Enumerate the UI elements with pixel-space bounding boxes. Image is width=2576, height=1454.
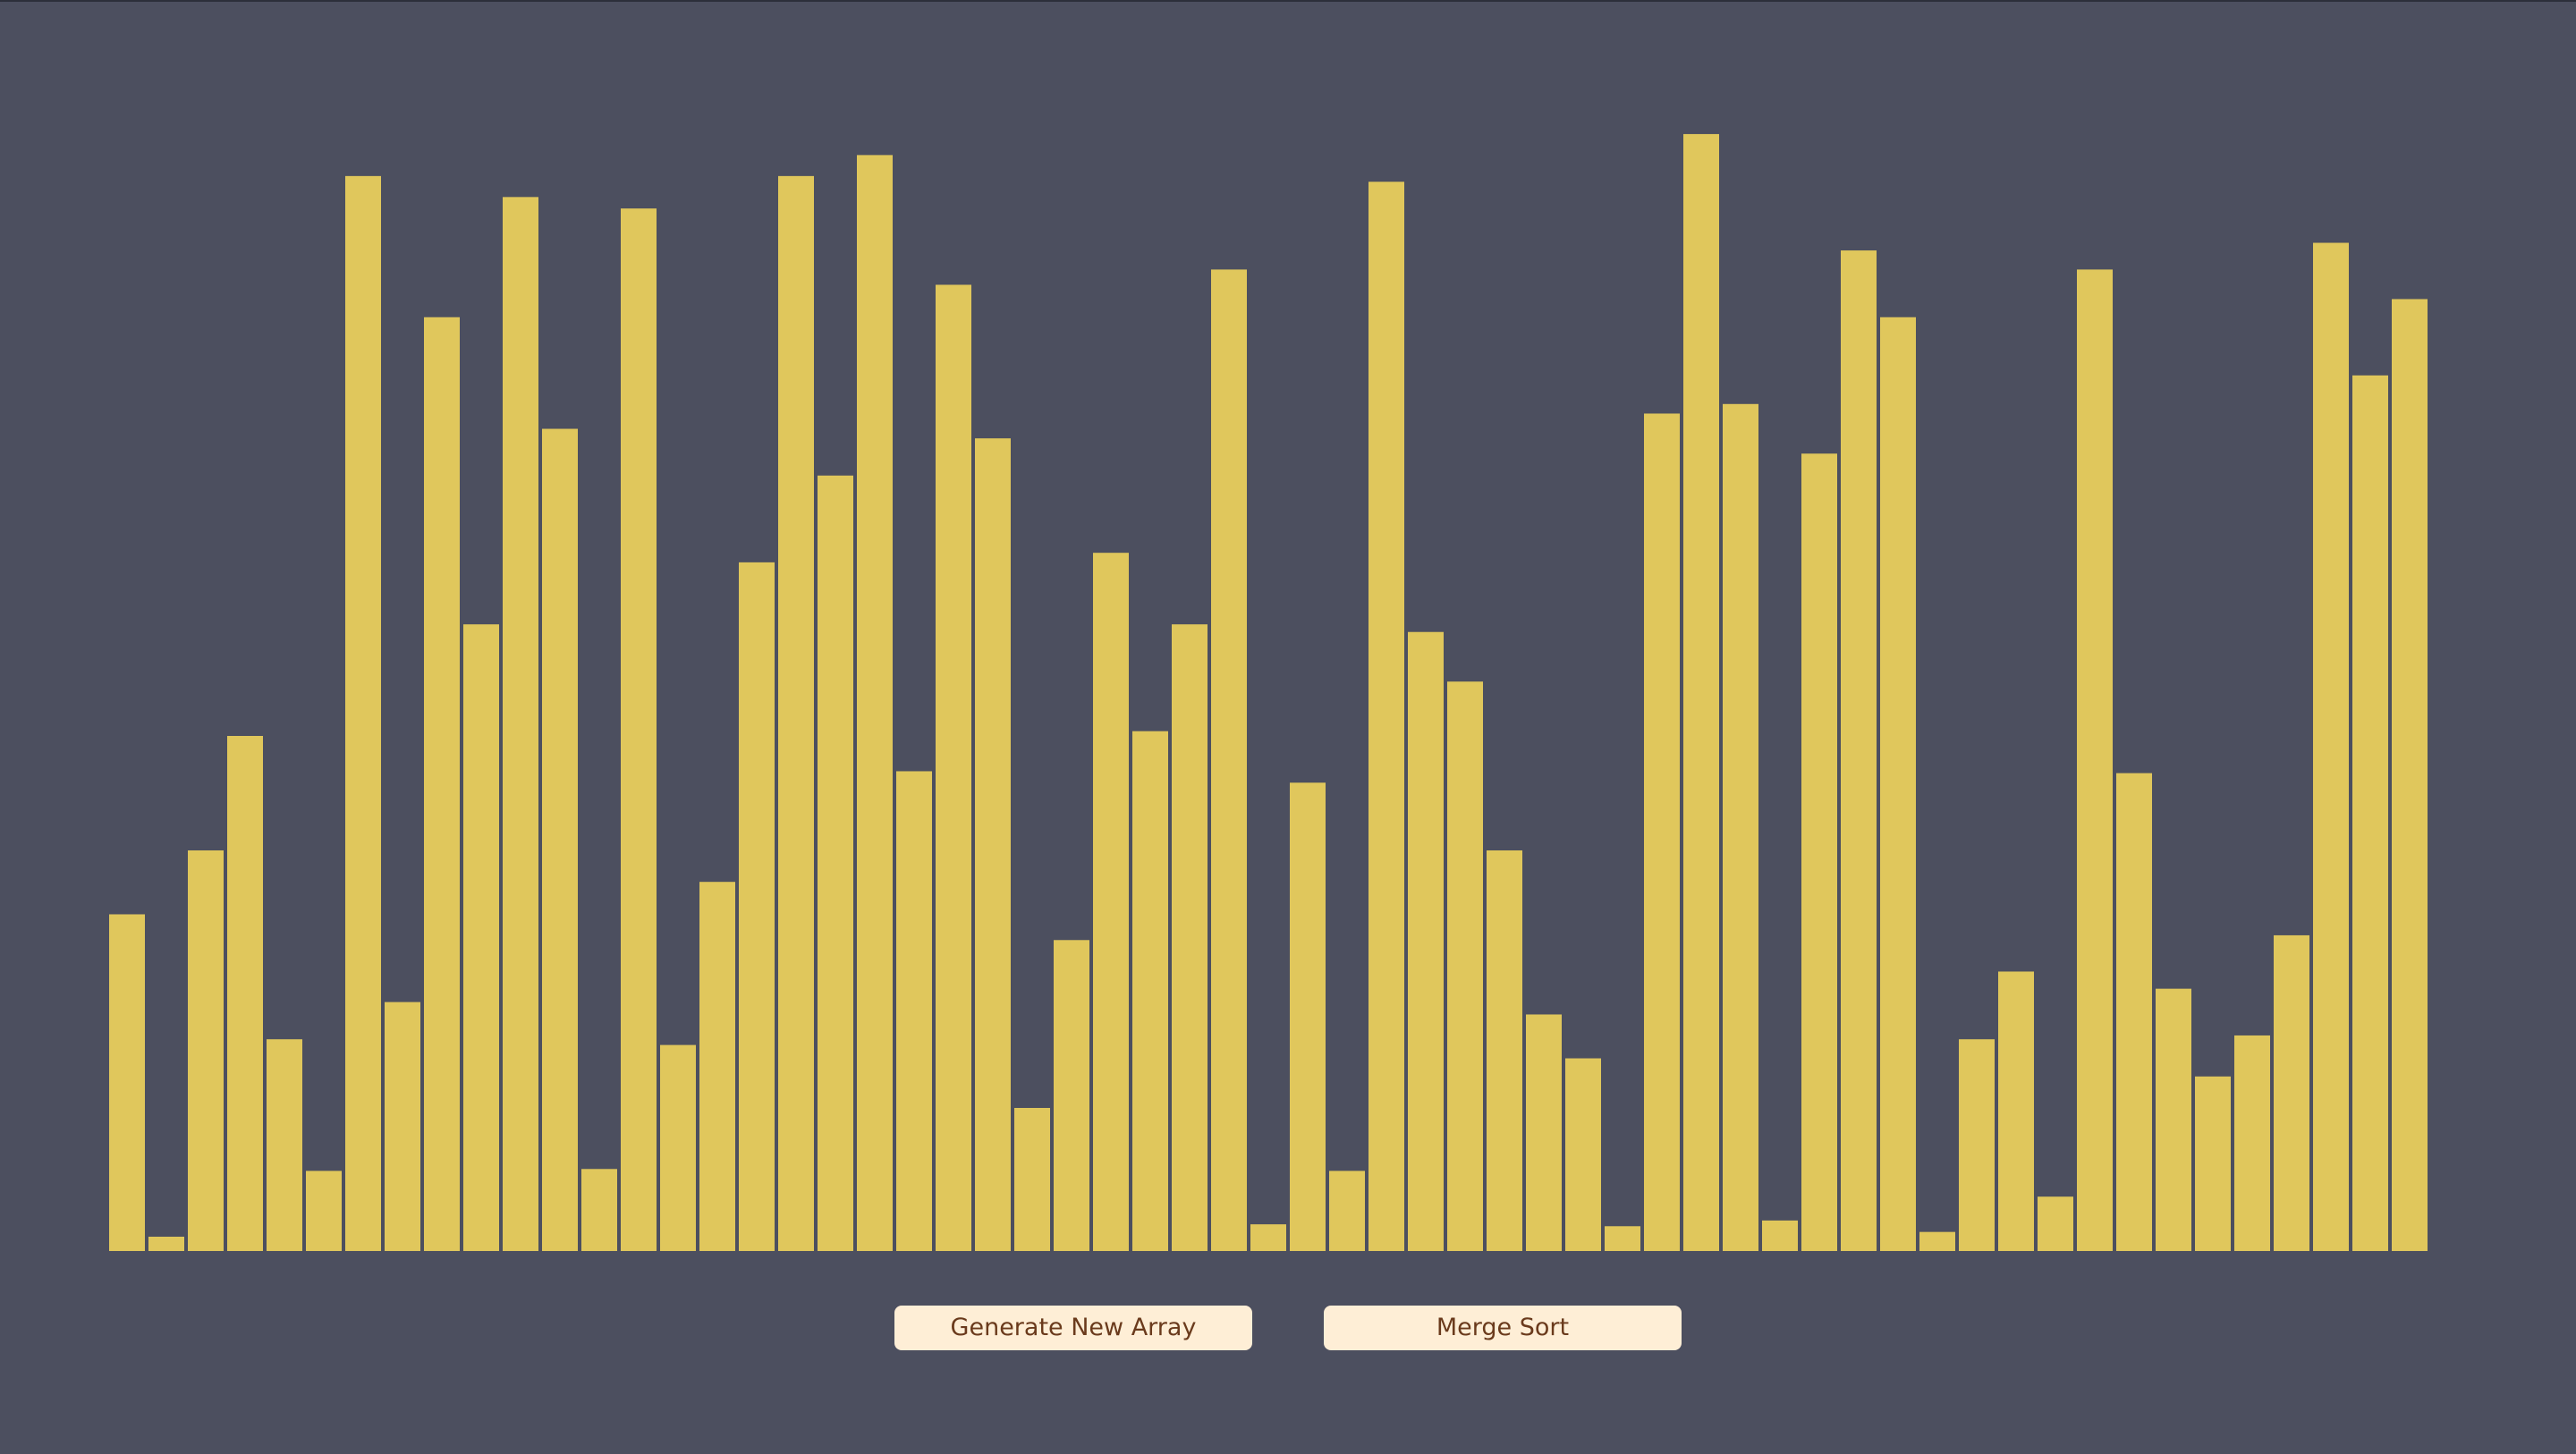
array-bar (1250, 1224, 1286, 1251)
array-bar (267, 1039, 302, 1251)
array-bar (188, 850, 224, 1251)
array-bar (896, 771, 932, 1251)
array-bar (1644, 413, 1680, 1251)
array-bar (2156, 988, 2191, 1251)
array-bar (621, 208, 657, 1252)
array-bar (542, 428, 578, 1251)
array-bar (345, 175, 381, 1251)
array-bar (148, 1237, 184, 1251)
array-bar (1329, 1171, 1365, 1251)
array-bar (1919, 1231, 1955, 1251)
array-bar (818, 475, 853, 1251)
array-bar (1762, 1220, 1798, 1251)
array-bar (1526, 1014, 1562, 1251)
array-bar (2077, 269, 2113, 1251)
array-bar (1172, 624, 1208, 1251)
array-bar (1054, 940, 1089, 1251)
array-bar (1093, 553, 1129, 1251)
array-bar (1959, 1039, 1995, 1251)
array-bar (2116, 773, 2152, 1251)
array-bar (1565, 1058, 1601, 1251)
array-bar (2038, 1196, 2073, 1251)
array-bar (778, 175, 814, 1251)
array-bar (2195, 1076, 2231, 1251)
array-bar (109, 914, 145, 1251)
array-bar (660, 1044, 696, 1251)
array-bar (1880, 317, 1916, 1251)
array-bar (1132, 731, 1168, 1251)
array-bar (2234, 1035, 2270, 1251)
array-bar (936, 284, 971, 1251)
array-bar (2274, 934, 2309, 1251)
array-bar (2392, 299, 2428, 1251)
array-bar (424, 317, 460, 1251)
array-bar (1368, 182, 1404, 1252)
array-bar (503, 197, 538, 1251)
array-bar (1683, 133, 1719, 1251)
generate-new-array-button[interactable]: Generate New Array (894, 1306, 1252, 1350)
array-bar (463, 624, 499, 1251)
array-bar (1211, 269, 1247, 1251)
array-bar (2352, 375, 2388, 1251)
array-bar (227, 736, 263, 1251)
controls-bar: Generate New Array Merge Sort (0, 1306, 2576, 1350)
array-bar (1801, 453, 1837, 1251)
array-bar (975, 438, 1011, 1251)
array-bar (699, 882, 735, 1251)
merge-sort-button[interactable]: Merge Sort (1324, 1306, 1682, 1350)
array-bar (1841, 250, 1877, 1252)
array-bar (385, 1002, 420, 1251)
array-bar (1605, 1226, 1640, 1251)
array-bar (1290, 782, 1326, 1251)
array-bar (857, 155, 893, 1251)
array-bar (1447, 681, 1483, 1251)
array-bar (1998, 971, 2034, 1251)
array-bar (581, 1169, 617, 1251)
array-bar (739, 562, 775, 1251)
array-bar (1408, 631, 1444, 1251)
top-border (0, 0, 2576, 2)
array-bar (1014, 1108, 1050, 1251)
array-bar (2313, 242, 2349, 1251)
array-bar (306, 1171, 342, 1251)
array-bar (1487, 850, 1522, 1251)
array-bar (1723, 403, 1758, 1251)
